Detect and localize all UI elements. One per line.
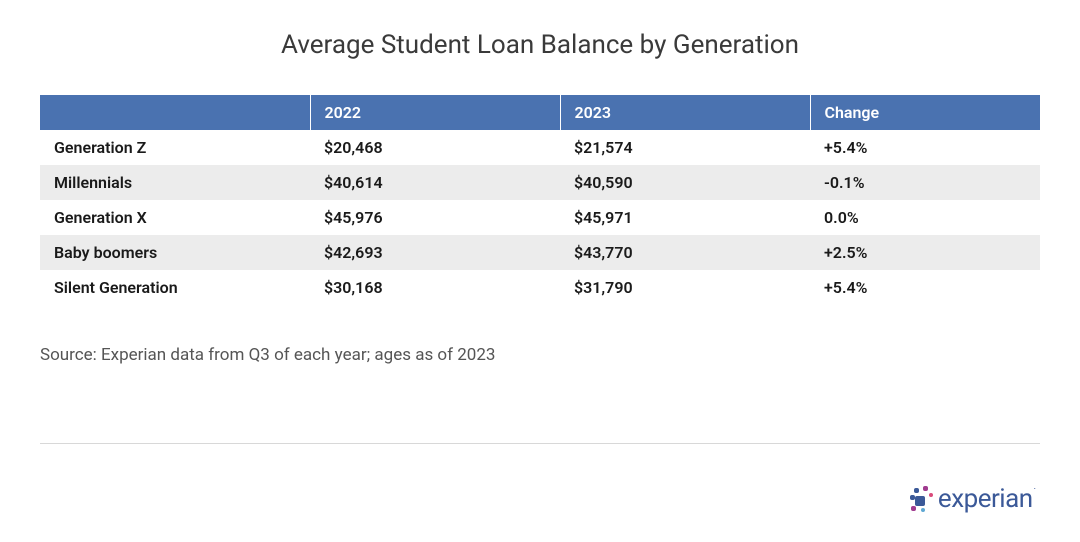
logo-dot: [910, 495, 915, 500]
cell-generation: Millennials: [40, 165, 310, 200]
cell-change: +5.4%: [810, 130, 1040, 165]
cell-change: -0.1%: [810, 165, 1040, 200]
cell-2023: $45,971: [560, 200, 810, 235]
table-header: Change: [810, 95, 1040, 130]
logo-dot: [915, 496, 925, 506]
data-table: 2022 2023 Change Generation Z $20,468 $2…: [40, 95, 1040, 305]
cell-generation: Silent Generation: [40, 270, 310, 305]
table-row: Baby boomers $42,693 $43,770 +2.5%: [40, 235, 1040, 270]
table-row: Generation Z $20,468 $21,574 +5.4%: [40, 130, 1040, 165]
cell-2023: $40,590: [560, 165, 810, 200]
page-title: Average Student Loan Balance by Generati…: [40, 30, 1040, 60]
logo-trademark: .: [1034, 482, 1036, 492]
table-row: Generation X $45,976 $45,971 0.0%: [40, 200, 1040, 235]
experian-logo: experian .: [910, 484, 1035, 514]
cell-generation: Baby boomers: [40, 235, 310, 270]
table-header: 2022: [310, 95, 560, 130]
cell-2022: $20,468: [310, 130, 560, 165]
cell-2022: $42,693: [310, 235, 560, 270]
logo-dot: [929, 493, 933, 497]
logo-mark-icon: [910, 486, 934, 512]
table-header-row: 2022 2023 Change: [40, 95, 1040, 130]
cell-generation: Generation Z: [40, 130, 310, 165]
logo-text: experian: [938, 484, 1033, 514]
table-header: 2023: [560, 95, 810, 130]
divider: [40, 443, 1040, 444]
cell-change: +2.5%: [810, 235, 1040, 270]
cell-2023: $21,574: [560, 130, 810, 165]
table-row: Silent Generation $30,168 $31,790 +5.4%: [40, 270, 1040, 305]
cell-2023: $43,770: [560, 235, 810, 270]
cell-2022: $45,976: [310, 200, 560, 235]
logo-dot: [914, 488, 919, 493]
cell-2022: $30,168: [310, 270, 560, 305]
source-text: Source: Experian data from Q3 of each ye…: [40, 345, 1040, 365]
cell-2023: $31,790: [560, 270, 810, 305]
cell-change: 0.0%: [810, 200, 1040, 235]
table-row: Millennials $40,614 $40,590 -0.1%: [40, 165, 1040, 200]
cell-change: +5.4%: [810, 270, 1040, 305]
logo-dot: [911, 506, 916, 511]
cell-2022: $40,614: [310, 165, 560, 200]
table-header: [40, 95, 310, 130]
logo-dot: [921, 508, 925, 512]
cell-generation: Generation X: [40, 200, 310, 235]
logo-dot: [923, 486, 928, 491]
